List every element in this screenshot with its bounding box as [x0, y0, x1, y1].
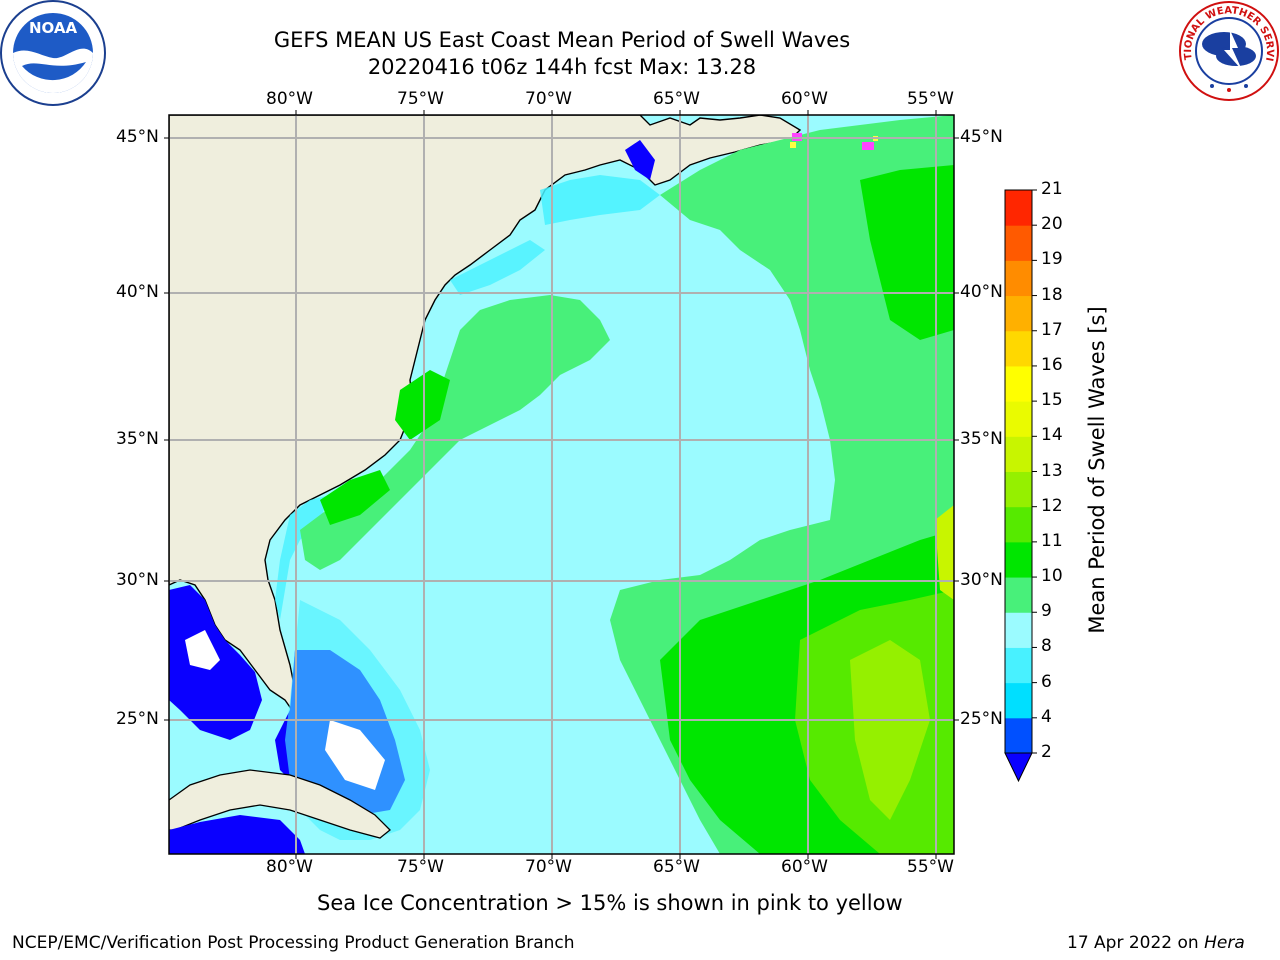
colorbar-segment: [1005, 260, 1032, 297]
cuba-land: [169, 769, 391, 839]
colorbar-segment: [1005, 541, 1032, 578]
footer-machine: Hera: [1204, 933, 1245, 953]
colorbar-segment: [1005, 471, 1032, 508]
lon-label-top: 65°W: [653, 89, 700, 109]
colorbar-segment: [1005, 682, 1032, 719]
lat-label-right: 25°N: [960, 709, 1003, 729]
lon-label-bottom: 60°W: [781, 857, 828, 877]
colorbar-segment: [1005, 717, 1032, 754]
colorbar-segment: [1005, 225, 1032, 261]
map-gridlines: [169, 115, 954, 854]
lat-label-left: 45°N: [116, 127, 159, 147]
colorbar-tick-label: 11: [1041, 530, 1063, 551]
colorbar-segment: [1005, 190, 1032, 226]
lat-label-left: 25°N: [116, 709, 159, 729]
colorbar-segment: [1005, 295, 1032, 332]
lat-label-right: 40°N: [960, 282, 1003, 302]
colorbar-tick-label: 2: [1041, 742, 1052, 762]
colorbar-segment: [1005, 506, 1032, 543]
colorbar-label: Mean Period of Swell Waves [s]: [1085, 306, 1109, 634]
lat-label-right: 30°N: [960, 570, 1003, 590]
colorbar-tick-label: 4: [1041, 706, 1052, 727]
colorbar-segment: [1005, 612, 1032, 648]
lat-label-left: 30°N: [116, 570, 159, 590]
colorbar-tick-label: 21: [1041, 179, 1063, 199]
lat-label-left: 35°N: [116, 429, 159, 449]
footer-date: 17 Apr 2022 on Hera: [1067, 933, 1245, 953]
colorbar-tick-label: 15: [1041, 390, 1063, 411]
lat-label-left: 40°N: [116, 282, 159, 302]
lon-label-top: 70°W: [525, 89, 572, 109]
lat-label-right: 45°N: [960, 127, 1003, 147]
colorbar-segment: [1005, 647, 1032, 684]
noaa-logo: NOAA: [0, 0, 106, 106]
colorbar: [1004, 189, 1037, 783]
colorbar-segment: [1005, 330, 1032, 367]
map-frame: [168, 114, 955, 855]
colorbar-tick-label: 9: [1041, 601, 1052, 622]
colorbar-tick-label: 13: [1041, 460, 1063, 481]
lon-label-top: 80°W: [266, 89, 313, 109]
lon-label-bottom: 80°W: [266, 857, 313, 877]
lat-label-right: 35°N: [960, 429, 1003, 449]
colorbar-segment: [1005, 401, 1032, 437]
lon-label-bottom: 55°W: [907, 857, 954, 877]
colorbar-tick-label: 10: [1041, 566, 1063, 587]
sea-ice-note: Sea Ice Concentration > 15% is shown in …: [317, 891, 903, 915]
footer-credit: NCEP/EMC/Verification Post Processing Pr…: [12, 933, 575, 953]
colorbar-tick-label: 14: [1041, 425, 1063, 446]
colorbar-tick-label: 17: [1041, 319, 1063, 340]
lon-label-bottom: 75°W: [397, 857, 444, 877]
colorbar-tick-label: 19: [1041, 249, 1063, 270]
colorbar-underflow: [1004, 752, 1033, 783]
colorbar-segment: [1005, 436, 1032, 472]
colorbar-tick-label: 18: [1041, 284, 1063, 305]
svg-text:NOAA: NOAA: [29, 19, 78, 37]
colorbar-segment: [1005, 365, 1032, 402]
colorbar-tick-label: 16: [1041, 354, 1063, 375]
lon-label-bottom: 65°W: [653, 857, 700, 877]
colorbar-tick-label: 6: [1041, 671, 1052, 692]
lon-label-bottom: 70°W: [525, 857, 572, 877]
map-subtitle-forecast: 20220416 t06z 144h fcst Max: 13.28: [367, 55, 757, 79]
colorbar-tick-label: 20: [1041, 214, 1063, 235]
colorbar-segment: [1005, 577, 1032, 613]
map-title: GEFS MEAN US East Coast Mean Period of S…: [273, 28, 851, 52]
colorbar-tick-label: 12: [1041, 495, 1063, 516]
colorbar-tick-label: 8: [1041, 636, 1052, 657]
lon-label-top: 60°W: [781, 89, 828, 109]
lon-label-top: 75°W: [397, 89, 444, 109]
nws-logo: NATIONAL WEATHER SERVICE: [1178, 0, 1279, 101]
lon-label-top: 55°W: [907, 89, 954, 109]
